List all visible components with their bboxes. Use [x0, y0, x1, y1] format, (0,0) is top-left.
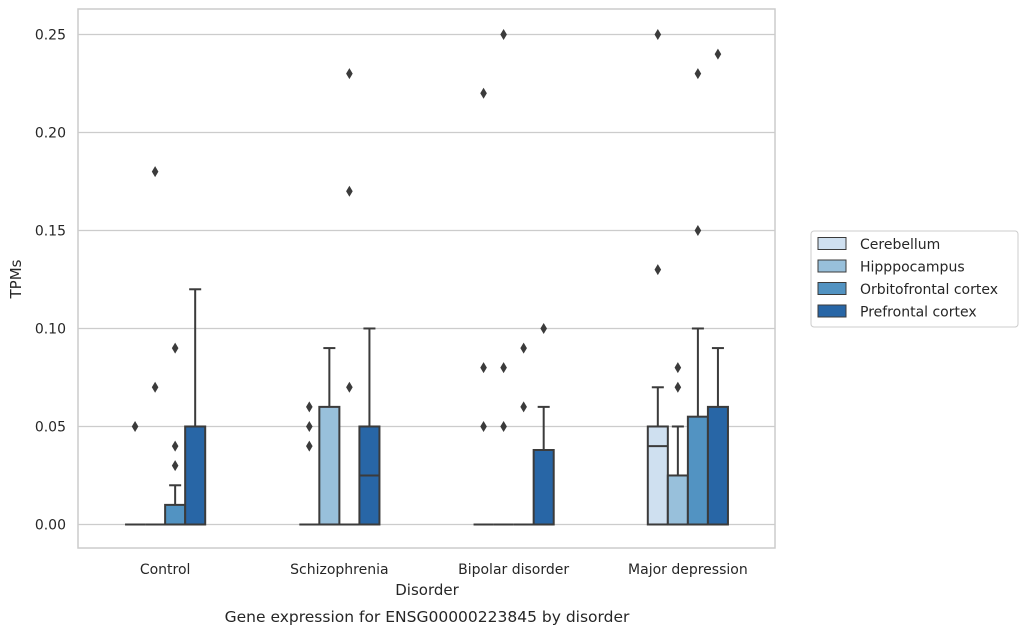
legend-swatch	[817, 237, 847, 250]
outlier-point	[480, 420, 487, 432]
plot-frame	[77, 8, 776, 549]
outlier-point	[694, 224, 702, 236]
legend: Cerebellum Hipppocampus Orbitofrontal cort…	[810, 230, 1019, 328]
outlier-point	[306, 440, 313, 452]
legend-swatch	[817, 259, 847, 273]
chart-caption: Gene expression for ENSG00000223845 by d…	[225, 608, 630, 626]
outlier-point	[674, 362, 682, 374]
outlier-point	[654, 264, 662, 276]
box-orbitofrontal-cortex	[339, 68, 360, 526]
box-orbitofrontal-cortex	[513, 342, 534, 526]
outlier-point	[306, 420, 313, 432]
y-tick-label: 0.05	[35, 419, 66, 435]
box-cerebellum	[646, 28, 669, 526]
box-cerebellum	[473, 87, 494, 526]
outlier-point	[346, 381, 353, 393]
outlier-point	[500, 362, 507, 374]
outlier-point	[694, 68, 702, 80]
legend-label: Hipppocampus	[860, 260, 965, 276]
outlier-point	[151, 166, 159, 178]
box-prefrontal-cortex	[532, 322, 555, 526]
outlier-point	[171, 342, 179, 354]
box-body	[646, 425, 669, 526]
y-tick-label: 0.10	[35, 321, 66, 337]
box-body	[318, 405, 341, 526]
outlier-point	[151, 381, 159, 393]
box-body	[706, 405, 729, 526]
outlier-point	[500, 28, 507, 40]
outlier-point	[346, 185, 353, 197]
y-axis-label: TPMs	[7, 259, 25, 299]
outlier-point	[480, 362, 487, 374]
x-axis-label: Disorder	[395, 581, 459, 599]
y-tick-label: 0.25	[35, 27, 66, 43]
x-tick-label: Bipolar disorder	[458, 562, 569, 578]
box-prefrontal-cortex	[706, 48, 729, 526]
box-hipppocampus	[145, 166, 166, 526]
y-tick-label: 0.00	[35, 517, 66, 533]
box-cerebellum	[125, 420, 146, 526]
box-orbitofrontal-cortex	[164, 342, 187, 526]
outlier-point	[520, 401, 527, 413]
legend-swatch	[817, 282, 847, 295]
outlier-point	[674, 381, 682, 393]
box-prefrontal-cortex	[184, 288, 207, 526]
box-body	[686, 415, 709, 526]
box-body	[532, 449, 555, 526]
outlier-point	[500, 420, 507, 432]
x-tick-label: Major depression	[628, 562, 748, 578]
y-tick-label: 0.15	[35, 223, 66, 239]
box-prefrontal-cortex	[358, 327, 381, 526]
box-body	[164, 503, 187, 526]
outlier-point	[480, 87, 487, 99]
y-axis-ticks: 0.00 0.05 0.10 0.15 0.20 0.25	[35, 27, 66, 533]
box-body	[184, 425, 207, 526]
grid-lines	[78, 33, 775, 526]
legend-swatch	[817, 304, 847, 318]
outlier-point	[714, 48, 722, 60]
y-tick-label: 0.20	[35, 125, 66, 141]
box-hipppocampus	[493, 28, 514, 526]
outlier-point	[306, 401, 313, 413]
box-cerebellum	[299, 401, 320, 526]
legend-label: Orbitofrontal cortex	[860, 282, 998, 298]
x-tick-label: Schizophrenia	[290, 562, 388, 578]
x-axis-ticks: Control Schizophrenia Bipolar disorder Majo…	[140, 562, 748, 578]
legend-label: Prefrontal cortex	[860, 305, 977, 321]
outlier-point	[171, 460, 179, 472]
outlier-point	[131, 420, 139, 432]
outlier-point	[654, 28, 662, 40]
outlier-point	[520, 342, 527, 354]
outlier-point	[171, 440, 179, 452]
box-hipppocampus	[318, 347, 341, 526]
x-tick-label: Control	[140, 562, 191, 578]
box-hipppocampus	[666, 362, 689, 526]
outlier-point	[346, 68, 353, 80]
box-orbitofrontal-cortex	[686, 68, 709, 526]
box-body	[666, 474, 689, 526]
outlier-point	[540, 322, 547, 334]
legend-label: Cerebellum	[860, 237, 940, 253]
legend-frame	[810, 230, 1019, 328]
box-layer	[125, 28, 729, 526]
